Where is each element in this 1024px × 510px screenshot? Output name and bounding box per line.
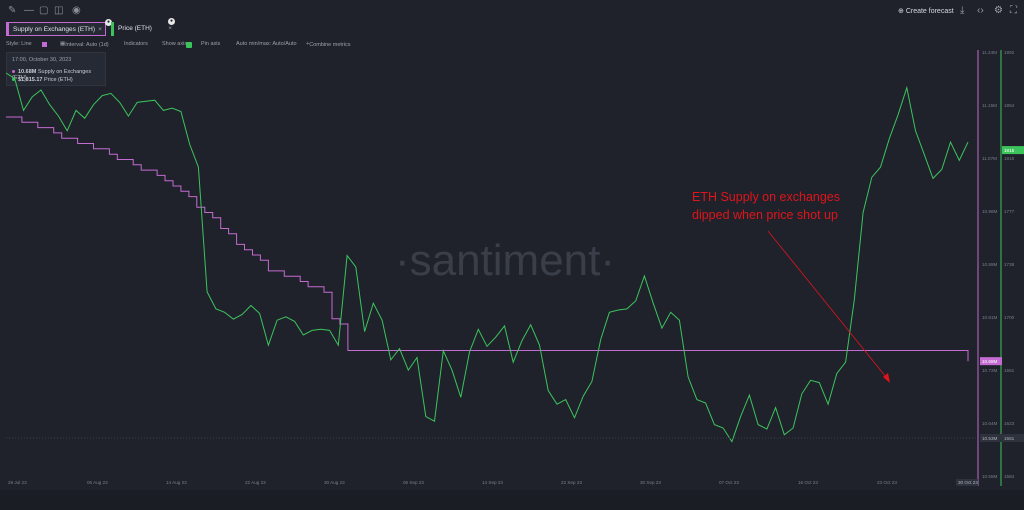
chart-toolbar: ✎ — ▢ ◫ ◉ ⊕ Create forecast ⤓ ‹› ⚙ ⛶ xyxy=(0,0,1024,22)
eye-icon[interactable]: ◉ xyxy=(72,5,81,16)
price-current-label: 1815 xyxy=(1004,148,1015,153)
price-min-badge xyxy=(1002,434,1024,442)
timeline-navigator[interactable] xyxy=(0,490,1024,510)
interval-setting[interactable]: ▦ Interval: Auto (1d) xyxy=(60,41,109,48)
annotation-arrow-line xyxy=(767,230,887,378)
download-icon[interactable]: ⤓ xyxy=(960,5,965,16)
note-icon[interactable]: ▢ xyxy=(39,5,49,16)
tooltip-supply-value: 10.68M xyxy=(18,69,37,75)
annotation-line-1: ETH Supply on exchanges xyxy=(692,190,840,204)
supply-tick-label: 10.64M xyxy=(982,421,997,426)
tooltip-price-row: $1,815.17 Price (ETH) xyxy=(12,77,73,83)
tab-price-label: Price (ETH) xyxy=(118,25,152,32)
info-badge-icon: ● xyxy=(105,19,112,26)
supply-tick-label: 10.55M xyxy=(982,474,997,479)
supply-tick-label: 11.24M xyxy=(982,50,997,55)
tooltip-price-label: Price (ETH) xyxy=(44,77,73,83)
tooltip-date: 17:00, October 30, 2023 xyxy=(12,57,72,63)
price-tick-label: 1777 xyxy=(1004,209,1015,214)
supply-tick-label: 10.89M xyxy=(982,262,997,267)
x-tick-label: 29 Jul 23 xyxy=(8,480,27,485)
price-tick-label: 1892 xyxy=(1004,50,1015,55)
gear-icon[interactable]: ⚙ xyxy=(994,5,1003,16)
minus-icon[interactable]: — xyxy=(24,5,34,16)
info-badge-icon: ● xyxy=(168,18,175,25)
annotation-line-2: dipped when price shot up xyxy=(692,208,838,222)
price-tick-label: 1854 xyxy=(1004,103,1015,108)
camera-icon[interactable]: ◫ xyxy=(54,5,64,16)
close-icon[interactable]: × xyxy=(168,25,172,32)
chart-tooltip: 17:00, October 30, 2023 10.68M Supply on… xyxy=(6,52,106,86)
price-tick-label: 1738 xyxy=(1004,262,1015,267)
supply-current-label: 10.68M xyxy=(982,359,997,364)
x-tick-label: 22 Aug 23 xyxy=(245,480,266,485)
metric-tabs: Supply on Exchanges (ETH) × ● Price (ETH… xyxy=(0,18,1024,36)
santiment-watermark: ·santiment· xyxy=(395,236,615,285)
combine-metrics-button[interactable]: + Combine metrics xyxy=(306,41,351,48)
supply-tick-label: 11.07M xyxy=(982,156,997,161)
x-tick-label: 14 Sep 23 xyxy=(482,480,503,485)
tab-price[interactable]: Price (ETH) × ● xyxy=(111,18,175,36)
combine-metrics-label: Combine metrics xyxy=(309,42,351,48)
tooltip-price-value: $1,815.17 xyxy=(18,77,43,83)
x-tick-label: 30 Aug 23 xyxy=(324,480,345,485)
supply-min-badge xyxy=(980,434,1002,442)
tab-supply-label: Supply on Exchanges (ETH) xyxy=(13,26,96,33)
price-tick-label: 1623 xyxy=(1004,421,1015,426)
x-tick-label: 06 Sep 23 xyxy=(403,480,424,485)
indicators-setting[interactable]: Indicators xyxy=(124,41,148,47)
x-last-label: 30 Oct 23 xyxy=(958,480,978,485)
supply-current-badge xyxy=(980,357,1002,366)
price-tick-label: 1700 xyxy=(1004,315,1015,320)
supply-tick-label: 10.98M xyxy=(982,209,997,214)
x-tick-label: 23 Oct 23 xyxy=(877,480,897,485)
x-tick-label: 30 Sep 23 xyxy=(640,480,661,485)
x-tick-label: 16 Oct 23 xyxy=(798,480,818,485)
code-icon[interactable]: ‹› xyxy=(977,5,984,16)
price-tick-label: 1584 xyxy=(1004,474,1015,479)
pin-axis-toggle[interactable]: Pin axis xyxy=(201,41,221,47)
supply-tick-label: 11.15M xyxy=(982,103,997,108)
price-min-label: 1551 xyxy=(1004,436,1015,441)
price-tick-label: 1661 xyxy=(1004,368,1015,373)
price-tick-label: 1815 xyxy=(1004,156,1015,161)
pencil-icon[interactable]: ✎ xyxy=(8,5,17,16)
annotation-arrow-head xyxy=(883,373,890,383)
tab-supply-on-exchanges[interactable]: Supply on Exchanges (ETH) × ● xyxy=(6,19,112,36)
x-tick-label: 22 Sep 23 xyxy=(561,480,582,485)
tooltip-supply-label: Supply on Exchanges (ETH) xyxy=(12,69,92,81)
x-tick-label: 07 Oct 23 xyxy=(719,480,739,485)
series-line-supply[interactable] xyxy=(6,116,969,362)
style-setting[interactable]: Style: Line xyxy=(6,41,32,47)
supply-tick-label: 10.81M xyxy=(982,315,997,320)
supply-min-label: 10.53M xyxy=(982,436,997,441)
x-last-badge xyxy=(956,479,978,486)
create-forecast-label: Create forecast xyxy=(905,8,954,15)
tooltip-supply-row: 10.68M Supply on Exchanges (ETH) xyxy=(12,69,105,81)
fullscreen-icon[interactable]: ⛶ xyxy=(1010,5,1017,16)
series-line-price[interactable] xyxy=(5,72,969,443)
show-axis-toggle[interactable]: Show axis xyxy=(162,41,188,47)
price-current-badge xyxy=(1002,146,1024,155)
interval-label: Interval: Auto (1d) xyxy=(65,42,109,48)
metric-settings-bar: Style: Line ▦ Interval: Auto (1d) Indica… xyxy=(0,40,980,50)
x-tick-label: 14 Aug 23 xyxy=(166,480,187,485)
x-tick-label: 06 Aug 23 xyxy=(87,480,108,485)
auto-minmax-setting[interactable]: Auto min/max: Auto/Auto xyxy=(236,41,297,47)
supply-tick-label: 10.72M xyxy=(982,368,997,373)
create-forecast-button[interactable]: ⊕ Create forecast xyxy=(898,8,954,15)
close-icon[interactable]: × xyxy=(98,26,102,33)
